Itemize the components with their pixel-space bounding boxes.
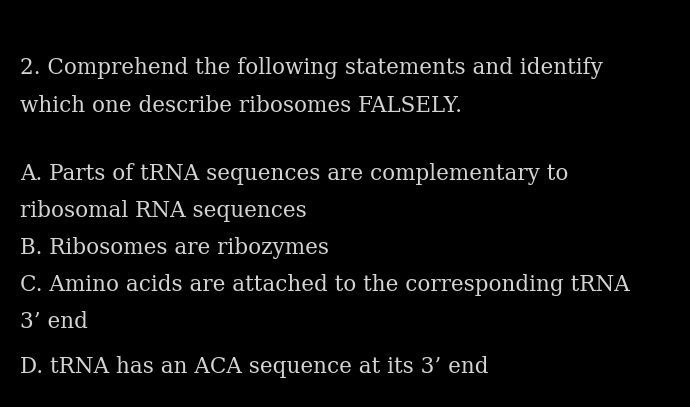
Text: B. Ribosomes are ribozymes: B. Ribosomes are ribozymes: [20, 237, 329, 259]
Text: ribosomal RNA sequences: ribosomal RNA sequences: [20, 200, 307, 222]
Text: D. tRNA has an ACA sequence at its 3’ end: D. tRNA has an ACA sequence at its 3’ en…: [20, 356, 489, 378]
Text: 2. Comprehend the following statements and identify: 2. Comprehend the following statements a…: [20, 57, 603, 79]
Text: C. Amino acids are attached to the corresponding tRNA: C. Amino acids are attached to the corre…: [20, 274, 630, 296]
Text: 3’ end: 3’ end: [20, 311, 88, 333]
Text: which one describe ribosomes FALSELY.: which one describe ribosomes FALSELY.: [20, 95, 462, 117]
Text: A. Parts of tRNA sequences are complementary to: A. Parts of tRNA sequences are complemen…: [20, 163, 569, 185]
